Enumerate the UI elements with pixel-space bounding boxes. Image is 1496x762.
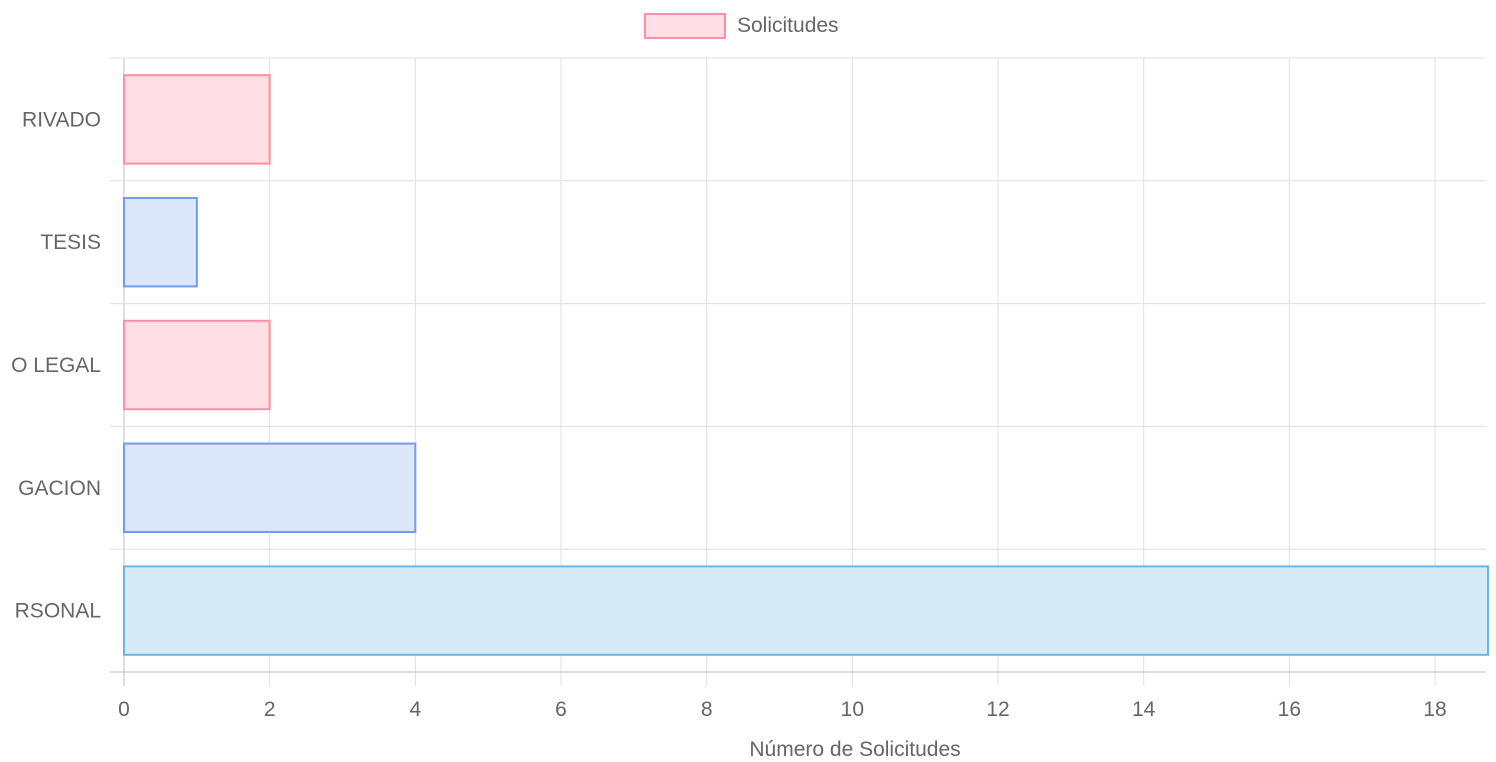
bar[interactable] <box>123 74 271 165</box>
x-tick-label: 6 <box>555 698 567 721</box>
grid-lines <box>110 57 1486 686</box>
chart-legend[interactable]: Solicitudes <box>644 13 839 39</box>
y-tick-label: O LEGAL <box>11 354 101 377</box>
y-tick-label: RIVADO <box>22 108 101 131</box>
legend-label: Solicitudes <box>737 14 839 37</box>
x-axis-title: Número de Solicitudes <box>749 738 960 761</box>
x-tick-label: 14 <box>1132 698 1156 721</box>
y-tick-label: GACION <box>18 477 101 500</box>
x-axis-labels: 0 2 4 6 8 10 12 14 16 18 <box>118 698 1447 721</box>
y-tick-label: RSONAL <box>15 600 101 623</box>
y-axis-labels: RIVADO TESIS O LEGAL GACION RSONAL <box>11 108 101 622</box>
x-tick-label: 2 <box>264 698 276 721</box>
x-tick-label: 4 <box>409 698 421 721</box>
x-tick-label: 18 <box>1423 698 1446 721</box>
x-tick-label: 16 <box>1278 698 1301 721</box>
bars <box>123 74 1489 656</box>
bar[interactable] <box>123 442 417 534</box>
x-tick-label: 0 <box>118 698 130 721</box>
legend-swatch <box>644 13 726 39</box>
x-tick-label: 12 <box>986 698 1009 721</box>
x-tick-label: 10 <box>841 698 864 721</box>
bar[interactable] <box>123 196 198 288</box>
bar[interactable] <box>123 319 271 411</box>
x-tick-label: 8 <box>701 698 713 721</box>
y-tick-label: TESIS <box>40 231 101 254</box>
bar[interactable] <box>123 565 1489 656</box>
